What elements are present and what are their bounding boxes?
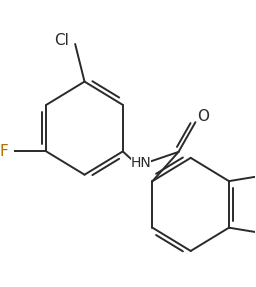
Text: F: F: [0, 144, 8, 159]
Text: O: O: [197, 109, 209, 124]
Text: HN: HN: [131, 156, 151, 170]
Text: Cl: Cl: [55, 32, 69, 48]
